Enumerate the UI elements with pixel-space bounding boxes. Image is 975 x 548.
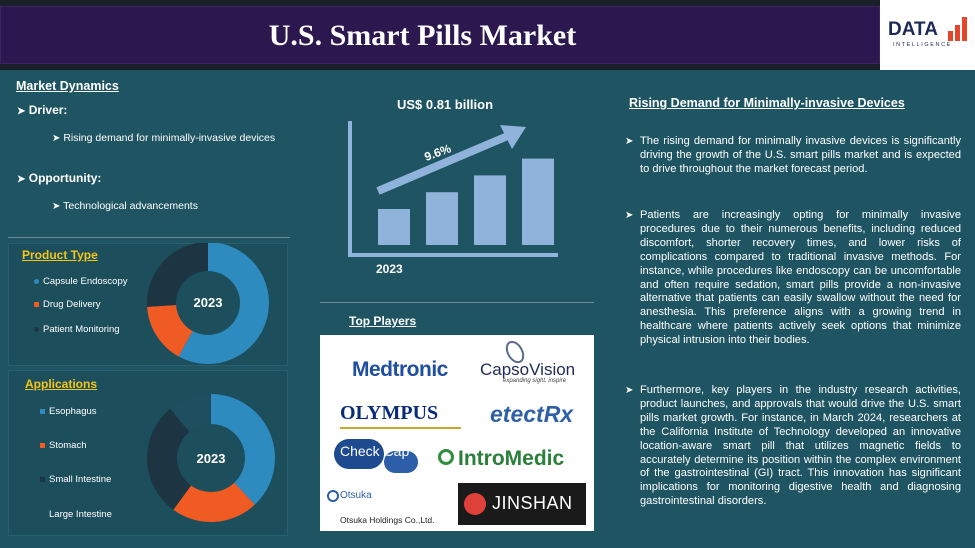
paragraph-2: ➤ Patients are increasingly opting for mi…	[625, 209, 961, 347]
product-type-title: Product Type	[22, 248, 98, 262]
capsovision-tagline: expanding sight. inspire	[503, 378, 567, 384]
opportunity-label: ➤ Opportunity:	[17, 171, 102, 185]
product-type-year: 2023	[194, 295, 223, 310]
intromedic-icon	[438, 449, 454, 465]
paragraph-3: ➤ Furthermore, key players in the industr…	[625, 384, 961, 508]
growth-bar-graphic: 9.6%	[348, 121, 558, 257]
legend-capsule-endoscopy: Capsule Endoscopy	[34, 276, 128, 287]
market-dynamics-title: Market Dynamics	[16, 79, 119, 93]
applications-slice-2	[147, 408, 192, 510]
growth-arrow-icon	[376, 125, 526, 195]
paragraph-1: ➤ The rising demand for minimally invasiv…	[625, 135, 961, 175]
applications-title: Applications	[25, 377, 98, 391]
opportunity-item: ➤ Technological advancements	[52, 200, 198, 212]
applications-slice-3	[170, 394, 211, 432]
page-title: U.S. Smart Pills Market	[268, 19, 577, 52]
divider	[8, 237, 290, 238]
applications-donut: 2023	[147, 394, 275, 522]
checkcap-badge	[334, 439, 384, 469]
driver-label: ➤ Driver:	[17, 103, 68, 117]
product-type-slice-0	[178, 243, 269, 364]
logo-subtitle: INTELLIGENCE	[893, 42, 952, 48]
medtronic-logo: Medtronic	[352, 358, 448, 381]
rising-demand-title: Rising Demand for Minimally-invasive Dev…	[629, 96, 905, 110]
top-players-title: Top Players	[349, 314, 417, 328]
product-type-donut: 2023	[147, 243, 269, 364]
applications-slice-1	[173, 482, 255, 522]
divider	[320, 302, 594, 303]
title-band: U.S. Smart Pills Market	[0, 6, 880, 64]
axis-y	[348, 121, 352, 257]
growth-bar-1	[426, 192, 458, 245]
legend-stomach: Stomach	[40, 440, 87, 451]
players-logo-grid: Medtronic CapsoVision expanding sight. i…	[320, 335, 594, 531]
legend-small-intestine: Small Intestine	[40, 474, 111, 485]
otsuka-logo: Otsuka	[340, 490, 372, 501]
product-type-slice-2	[147, 243, 208, 307]
intromedic-logo: IntroMedic	[458, 447, 565, 470]
otsuka-icon	[327, 490, 339, 502]
market-year: 2023	[376, 262, 403, 276]
axis-x	[348, 253, 558, 257]
applications-year: 2023	[197, 451, 226, 466]
product-type-slice-1	[147, 305, 193, 357]
checkcap-logo: Check Cap	[340, 443, 410, 459]
driver-item: ➤ Rising demand for minimally-invasive d…	[52, 132, 276, 144]
jinshan-icon	[464, 493, 486, 515]
header-bar: U.S. Smart Pills Market DATA INTELLIGENC…	[0, 0, 975, 70]
legend-patient-monitoring: Patient Monitoring	[34, 324, 120, 335]
olympus-logo: OLYMPUS	[340, 402, 439, 424]
growth-bar-0	[378, 209, 410, 245]
logo-bars-icon	[948, 17, 972, 41]
jinshan-logo: JINSHAN	[492, 493, 573, 513]
capsovision-logo: CapsoVision	[480, 360, 576, 379]
capsovision-icon	[505, 340, 525, 364]
etectrx-logo: etectRx	[490, 401, 574, 427]
olympus-underline	[340, 427, 461, 429]
checkcap-badge-2	[384, 451, 418, 473]
legend-esophagus: Esophagus	[40, 406, 97, 417]
otsuka-holdings-text: Otsuka Holdings Co.,Ltd.	[340, 515, 435, 525]
applications-slice-0	[211, 394, 275, 505]
growth-bar-3	[522, 158, 554, 245]
logo-wordmark: DATA	[888, 19, 938, 40]
growth-bar-2	[474, 175, 506, 245]
company-logo: DATA INTELLIGENCE	[880, 0, 975, 70]
legend-large-intestine: Large Intestine	[40, 509, 112, 520]
market-value: US$ 0.81 billion	[396, 97, 494, 112]
legend-drug-delivery: Drug Delivery	[34, 299, 101, 310]
